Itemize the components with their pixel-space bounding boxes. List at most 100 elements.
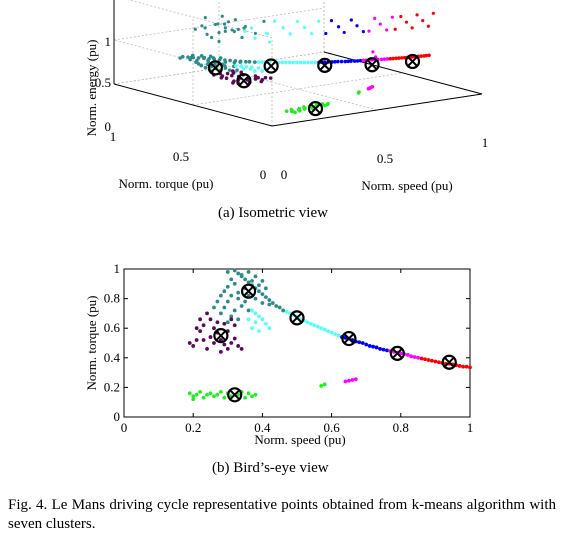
iso-point-cluster-3	[370, 84, 375, 89]
bev-centroid-marker-cross-b	[392, 348, 403, 359]
iso-point-upper-cluster-0	[233, 18, 237, 22]
iso-point-cluster-4	[419, 54, 423, 58]
iso-point-cluster-1	[256, 60, 261, 64]
iso-point-upper-cluster-0	[203, 26, 207, 30]
iso-point-cluster-0	[227, 68, 232, 72]
isometric-plot: 1 0.5 0 1 0.5 0 0 0.5 1 Norm. energy (pu…	[84, 0, 488, 193]
isometric-points	[178, 11, 435, 115]
iso-frame-edge	[323, 51, 483, 95]
iso-point-cluster-0	[238, 60, 242, 64]
iso-point-upper-cluster-0	[217, 39, 221, 44]
iso-point-cluster-6	[302, 105, 306, 109]
iso-point-cluster-3	[361, 58, 366, 63]
iso-point-cluster-1	[298, 60, 303, 65]
iso-centroid-marker	[207, 60, 223, 76]
iso-point-upper-cluster-1	[264, 31, 269, 35]
iso-point-upper-cluster-2	[336, 25, 341, 29]
iso-point-upper-cluster-1	[288, 32, 292, 36]
iso-torque-axis	[113, 83, 273, 127]
bev-point-cluster-6	[191, 394, 196, 399]
iso-point-cluster-1	[313, 60, 318, 65]
bev-point-cluster-1	[267, 326, 272, 331]
bev-ytick-label: 0.2	[104, 379, 120, 394]
bev-point-cluster-5	[212, 341, 216, 345]
iso-centroid-marker-ring	[236, 73, 252, 89]
bev-centroid-marker	[240, 283, 257, 299]
iso-point-cluster-0	[232, 60, 237, 65]
iso-point-cluster-0	[178, 56, 182, 60]
iso-centroid-marker	[317, 57, 333, 73]
figure-caption-label: Fig. 4.	[8, 497, 48, 513]
bev-point-cluster-1	[284, 310, 289, 314]
bev-centroid-marker-cross-b	[243, 286, 254, 297]
subcaption-b: (b) Bird’s-eye view	[212, 460, 329, 476]
bev-point-cluster-4	[430, 358, 434, 363]
birds-eye-frame	[123, 268, 471, 418]
iso-point-cluster-6	[297, 106, 302, 111]
bev-centroid-marker	[341, 330, 357, 347]
iso-centroid-marker-cross-b	[266, 60, 277, 72]
bev-point-cluster-5	[187, 341, 192, 345]
iso-point-upper-cluster-4	[415, 13, 419, 17]
bev-point-cluster-0	[277, 305, 282, 310]
bev-centroid-marker-cross-b	[444, 357, 455, 368]
iso-point-cluster-1	[244, 64, 249, 69]
bev-point-cluster-3	[409, 354, 414, 359]
bev-ytick-label: 0.4	[104, 350, 121, 365]
z-tick-0: 0	[105, 119, 112, 134]
iso-point-upper-cluster-3	[373, 16, 377, 20]
iso-point-upper-cluster-0	[216, 22, 220, 26]
bev-point-cluster-3	[350, 378, 355, 382]
bev-point-cluster-3	[353, 377, 358, 382]
bev-point-cluster-1	[253, 311, 258, 316]
iso-point-cluster-0	[194, 60, 198, 64]
bev-point-cluster-3	[405, 352, 410, 357]
bev-y-axis-label: Norm. torque (pu)	[84, 296, 99, 391]
iso-point-cluster-5	[256, 75, 260, 80]
iso-point-cluster-1	[309, 60, 314, 65]
bev-point-cluster-4	[461, 364, 465, 369]
iso-point-cluster-0	[223, 60, 228, 64]
iso-point-cluster-1	[260, 69, 265, 73]
iso-point-upper-cluster-1	[253, 36, 257, 40]
bev-point-cluster-0	[225, 270, 230, 274]
bev-point-cluster-0	[222, 305, 227, 310]
bev-point-cluster-1	[250, 308, 254, 313]
iso-point-cluster-1	[256, 66, 261, 70]
iso-point-cluster-1	[253, 69, 257, 73]
bev-point-cluster-6	[212, 394, 216, 399]
bev-xtick-label: 0	[121, 420, 128, 435]
bev-ytick-label: 0.6	[104, 320, 121, 335]
bev-point-cluster-1	[308, 321, 313, 326]
iso-point-cluster-5	[219, 75, 224, 80]
bev-point-cluster-3	[412, 355, 417, 359]
bev-centroid-marker-ring	[389, 345, 405, 361]
bev-centroid-marker-cross-b	[343, 333, 355, 344]
bev-ytick-label: 1	[114, 261, 121, 276]
bev-point-cluster-1	[322, 327, 327, 332]
iso-point-upper-cluster-3	[371, 50, 375, 54]
iso-grid-line	[113, 51, 325, 85]
bev-point-cluster-2	[378, 347, 382, 351]
iso-point-upper-cluster-0	[205, 32, 209, 36]
iso-point-upper-cluster-1	[281, 26, 285, 30]
bev-point-cluster-0	[236, 296, 241, 301]
bev-centroid-marker-ring	[441, 354, 457, 370]
iso-point-upper-cluster-1	[317, 19, 321, 23]
z-tick-1: 1	[105, 34, 112, 49]
iso-point-cluster-3	[379, 57, 384, 62]
bev-point-cluster-5	[225, 347, 230, 351]
iso-point-cluster-5	[231, 81, 235, 85]
iso-point-cluster-4	[397, 56, 401, 60]
bev-point-cluster-1	[263, 321, 268, 326]
bev-point-cluster-5	[208, 335, 213, 339]
iso-point-cluster-4	[427, 53, 431, 58]
iso-point-upper-cluster-0	[200, 24, 204, 28]
iso-point-cluster-1	[260, 60, 265, 64]
iso-point-cluster-0	[235, 68, 239, 72]
bev-point-cluster-5	[229, 317, 234, 322]
subcaption-a: (a) Isometric view	[218, 205, 328, 221]
isometric-tick-labels: 1 0.5 0 1 0.5 0 0 0.5 1	[95, 34, 489, 182]
iso-point-cluster-0	[196, 62, 201, 66]
